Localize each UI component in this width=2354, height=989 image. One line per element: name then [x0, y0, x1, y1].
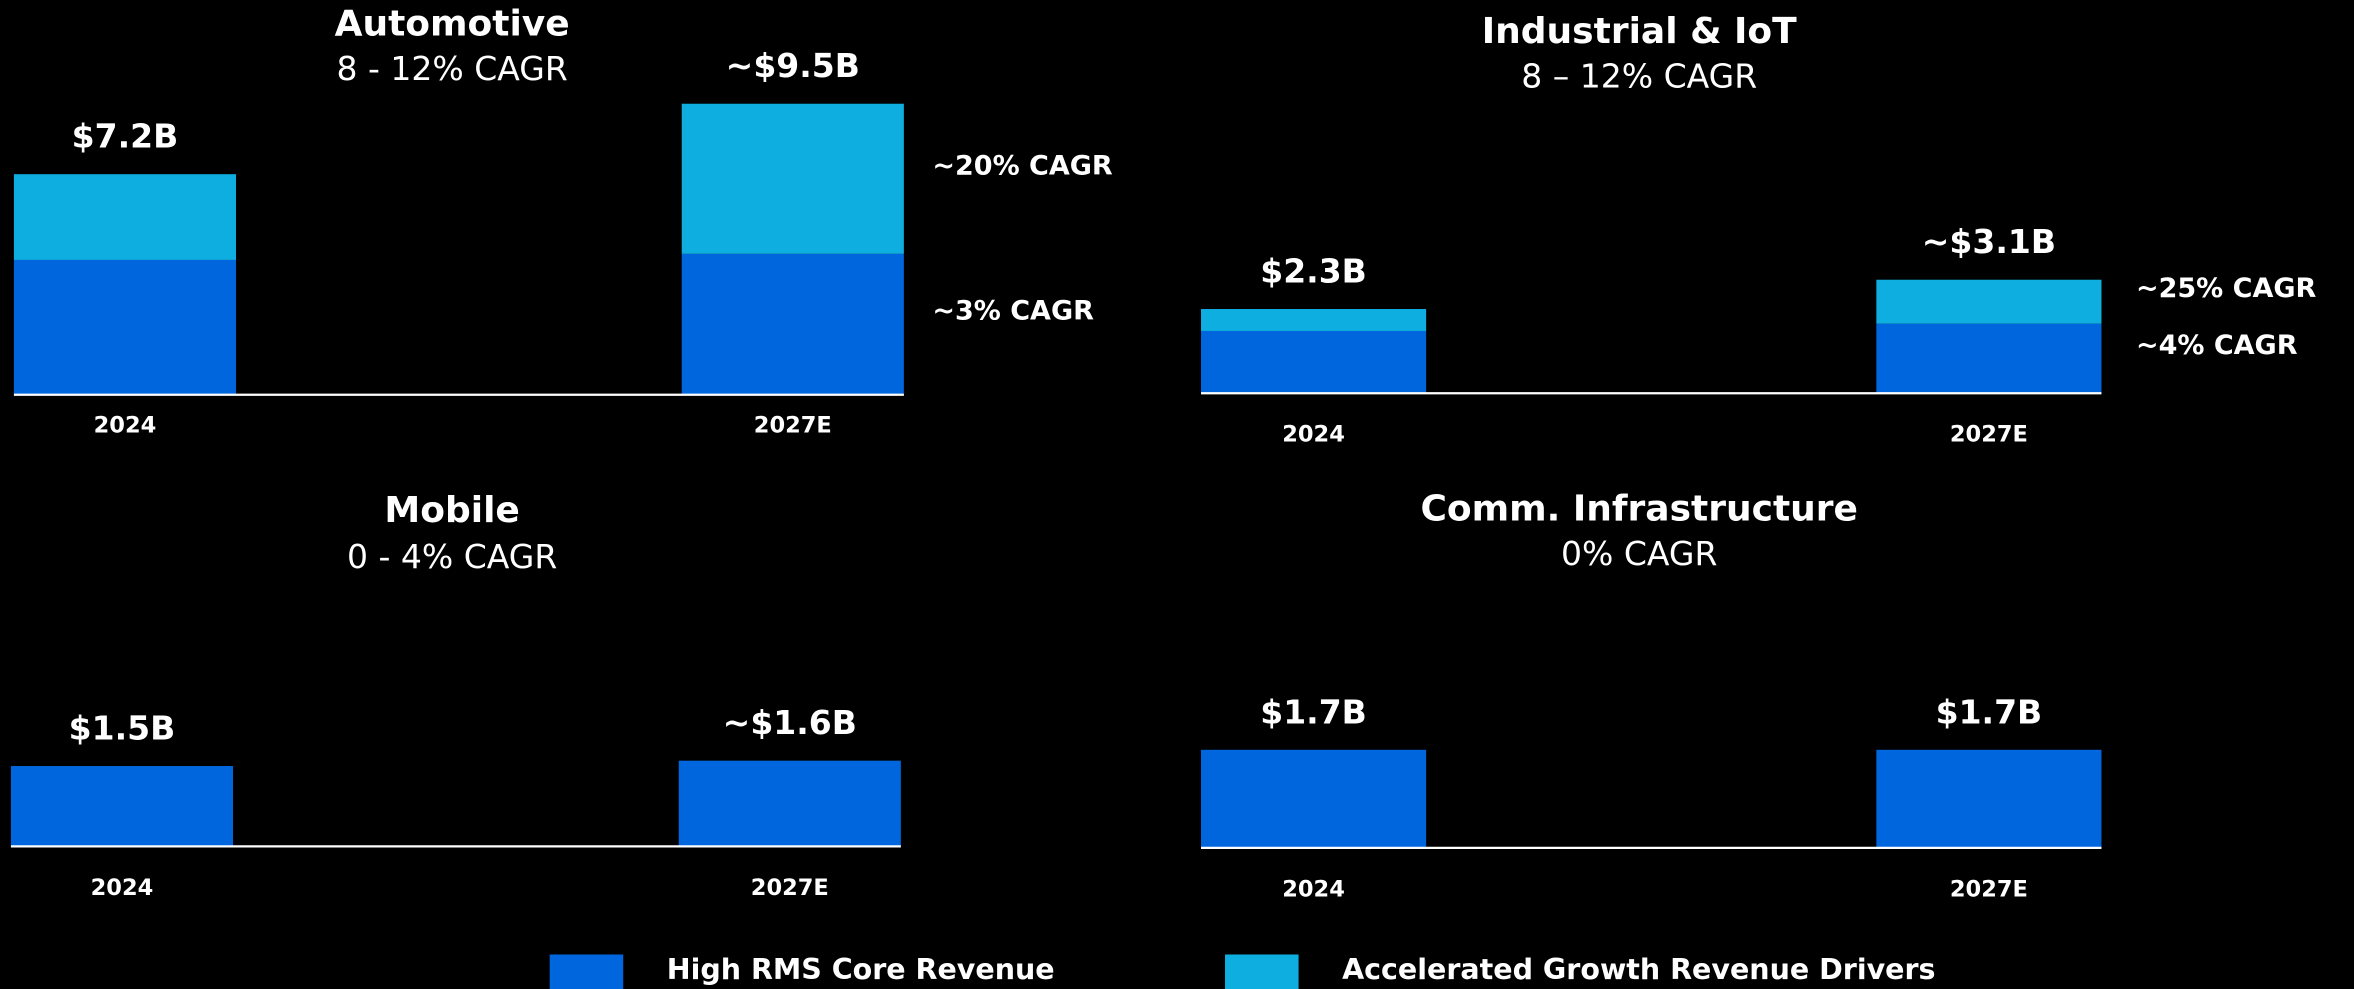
bar-segment — [1201, 309, 1427, 331]
bar-segment — [681, 103, 904, 254]
bar-segment — [1201, 749, 1427, 848]
chart-title: Industrial & IoT — [1482, 11, 1797, 52]
total-label: ~$1.6B — [723, 703, 857, 742]
legend-swatch — [549, 954, 624, 989]
legend-label: Accelerated Growth Revenue Drivers — [1342, 953, 1935, 986]
bar-segment — [1876, 749, 2102, 848]
chart-subtitle: 0% CAGR — [1561, 534, 1717, 573]
segment-annotation: ~3% CAGR — [932, 296, 1094, 327]
segment-annotation: ~4% CAGR — [2136, 330, 2298, 361]
bar-segment — [13, 174, 237, 260]
legend-swatch — [1225, 954, 1299, 989]
total-label: ~$3.1B — [1922, 222, 2056, 261]
chart-subtitle: 8 – 12% CAGR — [1521, 57, 1757, 96]
chart-subtitle: 8 - 12% CAGR — [337, 49, 568, 88]
chart-title: Mobile — [384, 490, 519, 531]
total-label: $7.2B — [72, 117, 179, 156]
total-label: $1.7B — [1936, 692, 2043, 731]
x-tick-label: 2027E — [1950, 876, 2028, 902]
segment-annotation: ~20% CAGR — [932, 150, 1113, 181]
chart-title: Automotive — [335, 4, 570, 45]
total-label: $1.5B — [69, 709, 176, 748]
total-label: ~$9.5B — [726, 46, 860, 85]
x-tick-label: 2027E — [751, 875, 829, 901]
x-tick-label: 2024 — [91, 875, 154, 901]
bar-segment — [1201, 330, 1427, 394]
legend-label: High RMS Core Revenue — [667, 953, 1055, 986]
bar-segment — [10, 766, 234, 847]
bar-segment — [13, 259, 237, 395]
chart-subtitle: 0 - 4% CAGR — [347, 537, 557, 576]
x-tick-label: 2024 — [1282, 422, 1345, 448]
total-label: $2.3B — [1260, 251, 1367, 290]
total-label: $1.7B — [1260, 692, 1367, 731]
x-tick-label: 2024 — [1282, 876, 1345, 902]
bar-segment — [681, 253, 904, 395]
x-tick-label: 2024 — [94, 413, 157, 439]
x-tick-label: 2027E — [1950, 422, 2028, 448]
bar-segment — [1876, 323, 2102, 394]
chart-title: Comm. Infrastructure — [1420, 488, 1857, 529]
bar-segment — [1876, 279, 2102, 324]
bar-segment — [678, 760, 901, 847]
segment-annotation: ~25% CAGR — [2136, 273, 2317, 304]
x-tick-label: 2027E — [754, 413, 832, 439]
